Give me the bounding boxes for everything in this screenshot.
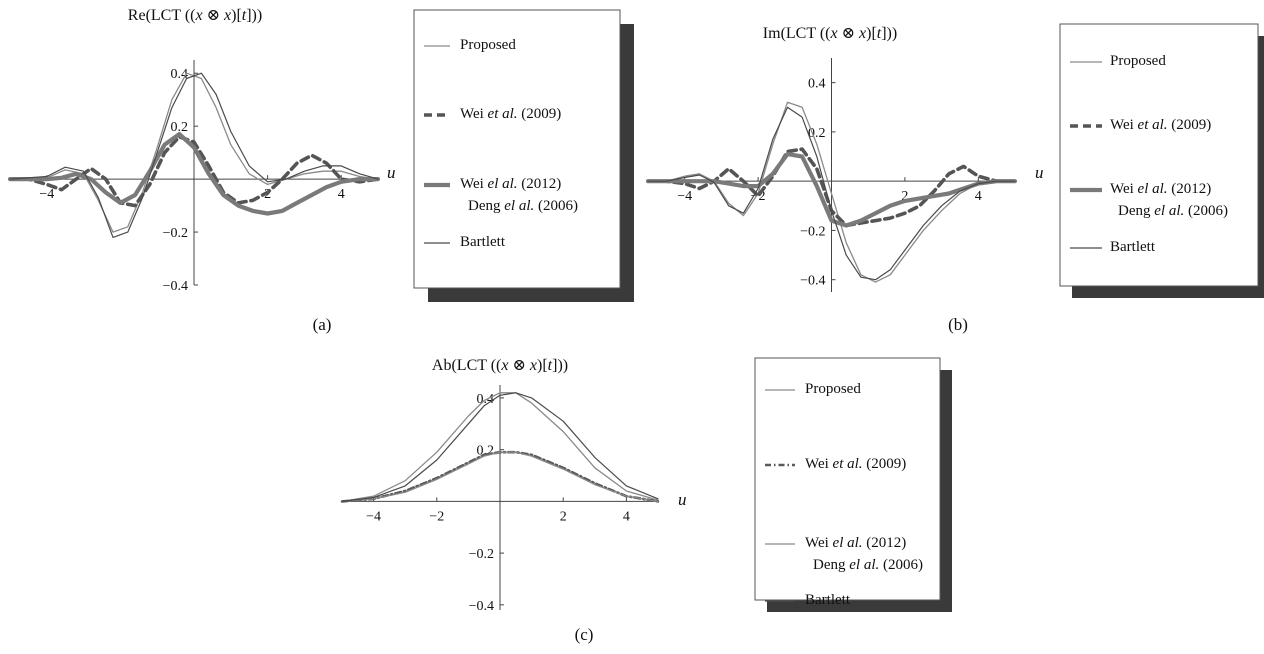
- x-tick-label: 4: [975, 189, 982, 204]
- y-tick-label: −0.2: [800, 224, 825, 239]
- legend-label: Wei el al. (2012): [805, 535, 906, 551]
- series-line-b-3: [647, 106, 1016, 281]
- legend-a: Proposed Wei et al. (2009) Wei el al. (201…: [413, 9, 634, 302]
- x-tick-label: −2: [429, 509, 444, 524]
- legend-label: Wei el al. (2012): [460, 176, 561, 192]
- x-tick-label: −4: [366, 509, 381, 524]
- legend-box: [1059, 23, 1259, 287]
- series-line-a-1: [8, 135, 380, 208]
- legend-label: Wei et al. (2009): [460, 106, 561, 122]
- y-tick-label: −0.2: [163, 226, 188, 241]
- series-line-a-3: [9, 72, 379, 238]
- x-tick-label: 2: [901, 189, 908, 204]
- series-line-c-0: [341, 392, 659, 503]
- x-axis-label: u: [1035, 163, 1044, 182]
- y-tick-label: 0.2: [808, 126, 826, 141]
- legend-label: Wei el al. (2012): [1110, 181, 1211, 197]
- legend-label: Proposed: [1110, 53, 1166, 69]
- legend-label: Deng el al. (2006): [468, 198, 578, 214]
- x-tick-label: 4: [623, 509, 630, 524]
- y-tick-label: −0.2: [469, 547, 494, 562]
- x-tick-label: 2: [264, 187, 271, 202]
- legend-label: Bartlett: [1110, 239, 1156, 255]
- legend-label: Wei et al. (2009): [805, 456, 906, 472]
- legend-label: Bartlett: [805, 592, 851, 608]
- legend-c: Proposed Wei et al. (2009) Wei el al. (201…: [754, 357, 952, 612]
- x-axis-label: u: [387, 163, 396, 182]
- series-line-c-3: [341, 392, 659, 502]
- y-tick-label: 0.4: [808, 77, 826, 92]
- series-line-b-2: [645, 152, 1018, 228]
- x-axis-label: u: [678, 490, 687, 509]
- legend-label: Bartlett: [460, 234, 506, 250]
- chart-title-c: Ab(LCT ((x ⊗ x)[t])): [432, 357, 568, 374]
- legend-label: Deng el al. (2006): [813, 557, 923, 573]
- legend-label: Deng el al. (2006): [1118, 203, 1228, 219]
- legend-box: [754, 357, 941, 601]
- series-line-a-2: [7, 132, 381, 216]
- panel-caption-c: (c): [575, 625, 594, 644]
- y-tick-label: −0.4: [163, 279, 188, 294]
- x-tick-label: −4: [677, 189, 692, 204]
- y-tick-label: −0.4: [469, 599, 494, 614]
- panel-caption-b: (b): [948, 315, 968, 334]
- y-tick-label: −0.4: [800, 274, 825, 289]
- legend-label: Proposed: [805, 381, 861, 397]
- x-tick-label: 4: [338, 187, 345, 202]
- legend-box: [413, 9, 621, 289]
- x-tick-label: 2: [560, 509, 567, 524]
- x-tick-label: −4: [39, 187, 54, 202]
- legend-label: Wei et al. (2009): [1110, 117, 1211, 133]
- chart-title-b: Im(LCT ((x ⊗ x)[t])): [763, 25, 897, 42]
- y-tick-label: 0.2: [171, 120, 189, 135]
- legend-b: Proposed Wei et al. (2009) Wei el al. (201…: [1059, 23, 1264, 298]
- series-line-c-2: [341, 451, 659, 503]
- legend-label: Proposed: [460, 37, 516, 53]
- chart-title-a: Re(LCT ((x ⊗ x)[t])): [128, 7, 262, 24]
- panel-caption-a: (a): [313, 315, 332, 334]
